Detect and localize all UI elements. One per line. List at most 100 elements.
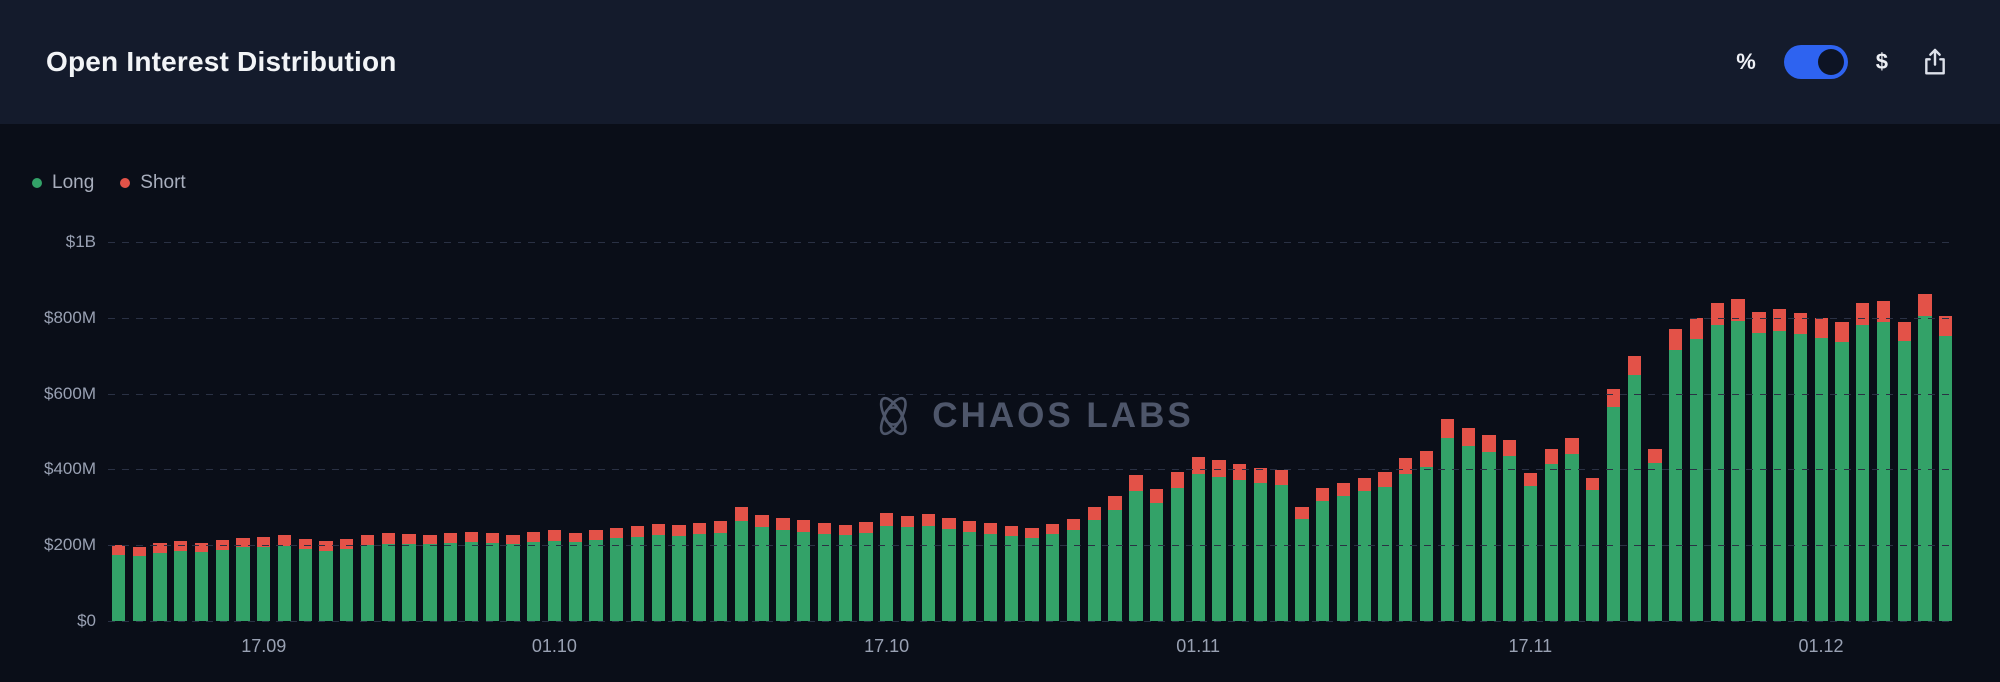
gridline — [108, 469, 1956, 471]
y-axis: $0 $200M $400M $600M $800M $1B — [0, 233, 96, 630]
bar-slot — [1541, 242, 1562, 621]
x-tick-label: 01.11 — [1176, 636, 1220, 656]
share-icon — [1925, 48, 1945, 75]
bar — [1482, 242, 1496, 621]
x-tick-label: 17.09 — [241, 636, 287, 656]
bar-slot — [419, 242, 440, 621]
bar-long-segment — [277, 545, 292, 621]
bar-slot — [357, 242, 378, 621]
bar-short-segment — [277, 535, 292, 546]
bar-slot — [1001, 242, 1022, 621]
bar — [257, 242, 271, 621]
bar-slot — [1811, 242, 1832, 621]
bar — [1897, 242, 1911, 621]
bar-short-segment — [423, 534, 437, 545]
bar-long-segment — [257, 547, 271, 621]
bar-long-segment — [1793, 334, 1808, 621]
bar-slot — [1271, 242, 1292, 621]
bar — [1731, 242, 1745, 621]
bar — [1503, 242, 1517, 621]
bar-short-segment — [1129, 475, 1143, 492]
bar-long-segment — [215, 549, 229, 621]
bar-slot — [939, 242, 960, 621]
bar-long-segment — [1627, 375, 1641, 621]
chart-legend: Long Short — [32, 172, 186, 194]
bar-slot — [1042, 242, 1063, 621]
bar-long-segment — [1565, 454, 1579, 621]
bar-slot — [1395, 242, 1416, 621]
bar-long-segment — [527, 541, 541, 621]
bar-long-segment — [900, 527, 915, 621]
bar-long-segment — [651, 535, 665, 621]
bar-slot — [814, 242, 835, 621]
bar — [1689, 242, 1704, 621]
bar — [1212, 242, 1226, 621]
bar-slot — [253, 242, 274, 621]
bar-long-segment — [1170, 488, 1185, 621]
bar — [1544, 242, 1558, 621]
bar-short-segment — [1004, 526, 1018, 537]
bar-slot — [1167, 242, 1188, 621]
bar-short-segment — [1191, 457, 1205, 475]
bar-long-segment — [1357, 491, 1371, 621]
gridline — [108, 621, 1956, 622]
bar — [1793, 242, 1808, 621]
bar — [1918, 242, 1932, 621]
bar — [921, 242, 935, 621]
bar-long-segment — [942, 529, 956, 621]
bar — [111, 242, 126, 621]
bar-short-segment — [194, 542, 209, 553]
bar-slot — [482, 242, 503, 621]
bar-slot — [1437, 242, 1458, 621]
bar-short-segment — [1025, 527, 1039, 538]
bar — [153, 242, 167, 621]
bar-short-segment — [1689, 317, 1704, 340]
bar-long-segment — [734, 520, 748, 621]
bar-long-segment — [1150, 503, 1164, 621]
bar-short-segment — [1316, 488, 1330, 502]
bar-long-segment — [1669, 350, 1683, 621]
bar-slot — [378, 242, 399, 621]
bar-long-segment — [1253, 483, 1268, 621]
bar-long-segment — [194, 552, 209, 621]
bar-long-segment — [1586, 490, 1600, 621]
x-tick-label: 17.10 — [864, 636, 910, 656]
bar-short-segment — [672, 525, 686, 537]
legend-label-long: Long — [52, 172, 95, 193]
bar-slot — [1146, 242, 1167, 621]
bar-short-segment — [1212, 459, 1226, 477]
bar — [693, 242, 707, 621]
bar-short-segment — [132, 546, 146, 556]
bar-short-segment — [111, 545, 126, 555]
bar-slot — [1105, 242, 1126, 621]
bar-long-segment — [1274, 485, 1288, 621]
bar — [1357, 242, 1371, 621]
unit-toggle[interactable] — [1783, 45, 1848, 79]
x-tick-label: 17.11 — [1508, 636, 1553, 656]
bar — [1586, 242, 1600, 621]
bar-slot — [752, 242, 773, 621]
bar-long-segment — [1523, 486, 1538, 621]
bar-slot — [648, 242, 669, 621]
bar-short-segment — [381, 533, 395, 544]
percent-unit-label[interactable]: % — [1736, 49, 1756, 74]
bar-short-segment — [527, 531, 541, 542]
legend-item-long[interactable]: Long — [32, 172, 94, 194]
legend-item-short[interactable]: Short — [120, 172, 186, 194]
bar-short-segment — [506, 534, 520, 545]
bar — [1939, 242, 1953, 621]
bar-slot — [1665, 242, 1686, 621]
y-tick-label: $0 — [77, 611, 96, 630]
bar-long-segment — [1129, 491, 1143, 621]
bar-short-segment — [1523, 473, 1538, 487]
bar-short-segment — [797, 520, 811, 532]
bar-slot — [1728, 242, 1749, 621]
dollar-unit-label[interactable]: $ — [1875, 49, 1888, 74]
bar — [1876, 242, 1891, 621]
bar — [1523, 242, 1538, 621]
bar — [298, 242, 312, 621]
bar-slot — [1603, 242, 1624, 621]
bar — [1399, 242, 1413, 621]
gridline — [108, 317, 1956, 319]
share-button[interactable] — [1916, 43, 1954, 81]
